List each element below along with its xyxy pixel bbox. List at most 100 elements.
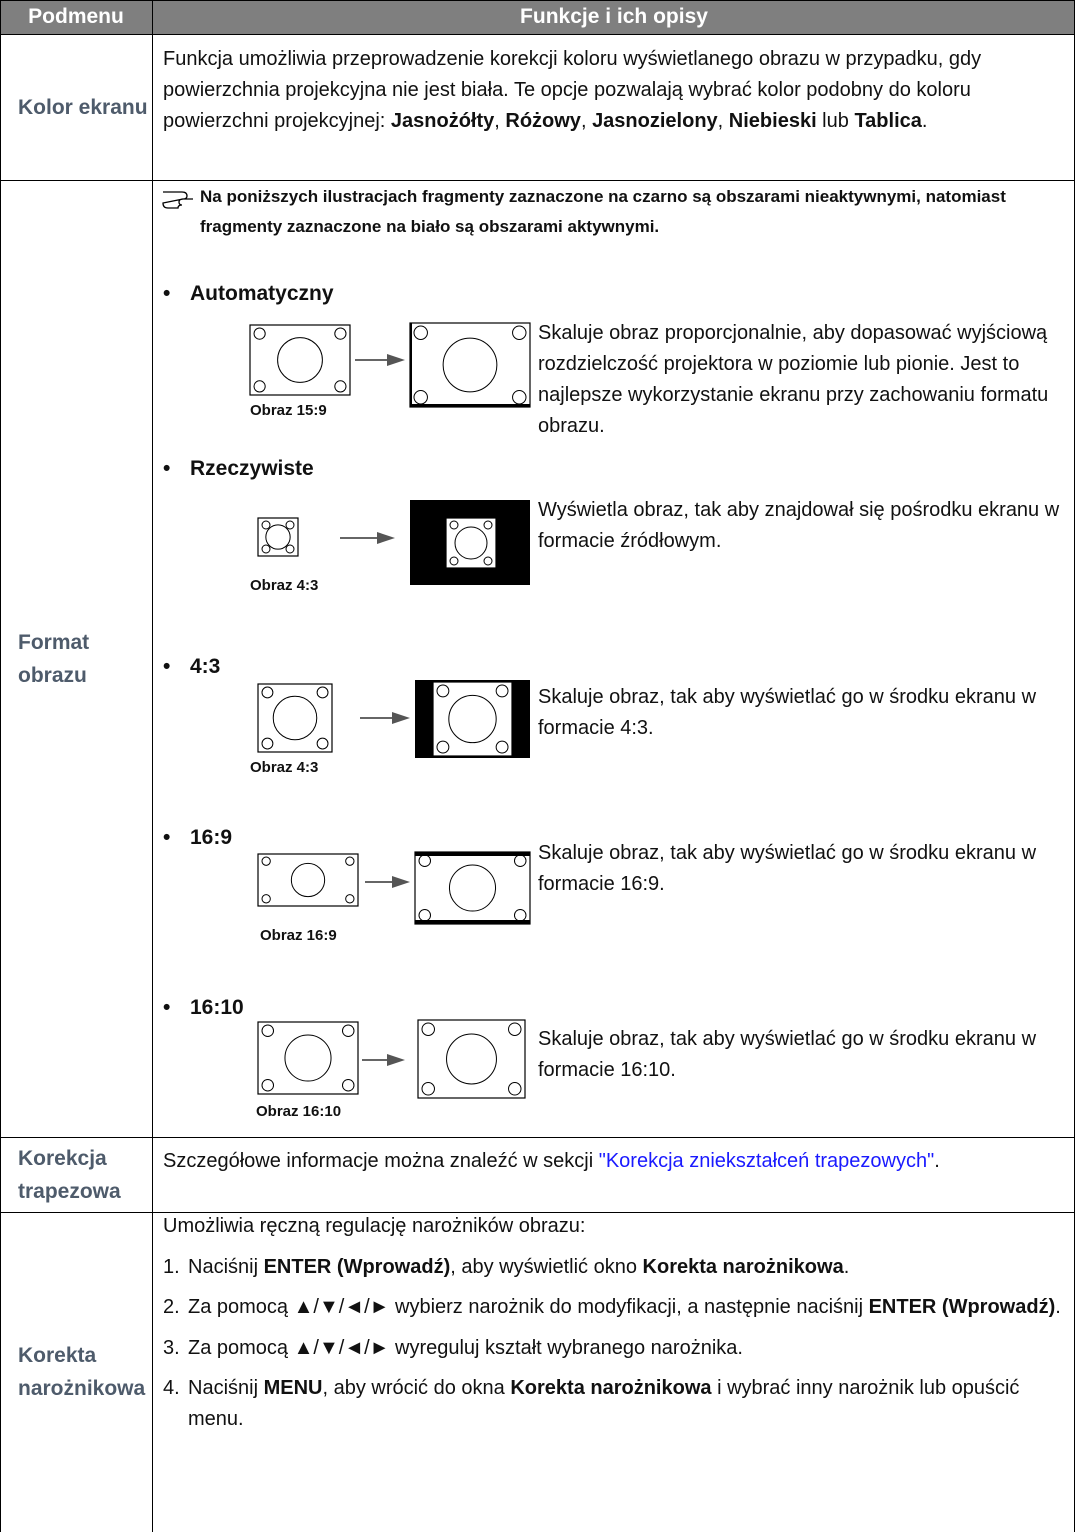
illustration-part	[257, 1021, 359, 1095]
bold-text: Różowy	[505, 110, 581, 132]
bold-text: ENTER (Wprowadź)	[868, 1296, 1056, 1318]
item-heading: 16:9	[190, 826, 233, 849]
illustration-part	[261, 686, 274, 699]
border	[0, 1137, 1075, 1138]
illustration-part	[257, 517, 299, 557]
illustration-part	[436, 684, 450, 698]
step: 2. Za pomocą ▲/▼/◄/► wybierz narożnik do …	[163, 1292, 1063, 1323]
text: , aby wrócić do okna	[322, 1377, 511, 1399]
illustration-part	[448, 694, 497, 744]
illustration-part	[421, 1022, 435, 1036]
illustration-part	[449, 556, 459, 566]
text: ,	[580, 110, 593, 132]
bold-text: Korekta narożnikowa	[642, 1255, 844, 1278]
text: Naciśnij	[188, 1255, 264, 1278]
illustration-part	[261, 737, 274, 750]
bold-text: Niebieski	[728, 110, 817, 132]
note-icon	[162, 191, 193, 209]
step-number: 4.	[163, 1377, 180, 1399]
illustration-part	[417, 1019, 526, 1099]
item-heading: Rzeczywiste	[190, 457, 314, 480]
text: .	[843, 1255, 850, 1278]
border	[0, 34, 1075, 35]
bold-text: Jasnozielony	[592, 110, 718, 132]
illustration-part	[409, 322, 531, 408]
illustration-part	[261, 544, 271, 554]
illustration-part	[257, 683, 333, 753]
description: Umożliwia ręczną regulację narożników ob…	[163, 1211, 1063, 1435]
illustration-part	[415, 920, 530, 924]
illustration-part	[253, 380, 266, 393]
link[interactable]: "Korekcja zniekształceń trapezowych"	[598, 1150, 935, 1172]
item-caption: Obraz 16:9	[260, 927, 337, 944]
step-number: 2.	[163, 1296, 180, 1318]
step-text: Naciśnij ENTER (Wprowadź), aby wyświetli…	[188, 1252, 849, 1283]
illustration-part	[249, 324, 351, 396]
illustration-part	[508, 1082, 522, 1096]
bullet: •	[163, 655, 171, 678]
illustration-part	[483, 556, 493, 566]
illustration-part	[285, 520, 295, 530]
text: .	[934, 1150, 940, 1172]
illustration-part	[253, 327, 266, 340]
illustration-part	[290, 862, 326, 898]
step: 3. Za pomocą ▲/▼/◄/► wyreguluj kształt wy…	[163, 1333, 1063, 1364]
illustration-part	[414, 851, 531, 925]
item-heading: 4:3	[190, 655, 221, 678]
submenu: Format obrazu	[18, 630, 90, 687]
illustration-part	[261, 894, 271, 904]
illustration-part	[512, 325, 527, 340]
illustration-part	[415, 852, 530, 856]
illustration-part	[436, 740, 450, 754]
text: Za pomocą ▲/▼/◄/► wybierz narożnik do mo…	[188, 1296, 869, 1318]
text: Naciśnij	[188, 1377, 264, 1399]
text: lub	[816, 110, 855, 132]
illustration-part	[261, 520, 271, 530]
illustration-part	[448, 864, 497, 912]
step-number: 3.	[163, 1336, 180, 1359]
item-caption: Obraz 15:9	[250, 402, 327, 419]
illustration-part	[449, 520, 459, 530]
illustration-part	[387, 354, 405, 366]
illustration-part	[341, 1078, 355, 1092]
illustration-part	[392, 876, 410, 888]
step-text: Naciśnij MENU, aby wrócić do okna Korekt…	[188, 1373, 1063, 1435]
step-text: Za pomocą ▲/▼/◄/► wyreguluj kształt wybr…	[188, 1333, 743, 1364]
illustration-part	[257, 853, 359, 907]
illustration-part	[341, 1024, 355, 1038]
illustration-part	[334, 380, 347, 393]
item-description: Skaluje obraz, tak aby wyświetlać go w ś…	[538, 686, 1037, 739]
item-caption: Obraz 4:3	[250, 759, 319, 776]
item-description: Skaluje obraz, tak aby wyświetlać go w ś…	[538, 842, 1037, 895]
description: Funkcja umożliwia przeprowadzenie korekc…	[163, 44, 1063, 137]
bold-text: Korekta narożnikowa	[510, 1377, 712, 1399]
illustration-part	[446, 1033, 497, 1085]
illustration-part	[316, 737, 329, 750]
description: Szczegółowe informacje można znaleźć w s…	[163, 1146, 1063, 1177]
bullet: •	[163, 282, 171, 305]
step-number: 1.	[163, 1255, 180, 1278]
item-caption: Obraz 4:3	[250, 577, 319, 594]
item-caption: Obraz 16:10	[256, 1103, 342, 1120]
illustration-part	[421, 1082, 435, 1096]
illustration-part	[410, 404, 530, 407]
text: i wybrać inny narożnik lub opuścić menu.	[188, 1377, 1020, 1430]
illustration-part	[377, 532, 395, 544]
illustration-part	[285, 544, 295, 554]
bold-text: Tablica	[854, 110, 922, 132]
illustration-part	[261, 1024, 275, 1038]
text: Szczegółowe informacje można znaleźć w s…	[163, 1150, 599, 1172]
illustration-part	[442, 337, 498, 393]
illustration-part	[445, 517, 497, 569]
step: 1. Naciśnij ENTER (Wprowadź), aby wyświet…	[163, 1252, 1063, 1283]
text: .	[1055, 1296, 1061, 1318]
border	[0, 180, 1075, 181]
illustration-part	[495, 740, 509, 754]
submenu: Kolor ekranu	[18, 95, 148, 119]
bullet: •	[163, 826, 171, 849]
text: Funkcja umożliwia przeprowadzenie korekc…	[163, 48, 982, 132]
illustration-part	[495, 684, 509, 698]
note: Na poniższych ilustracjach fragmenty zaz…	[200, 187, 1006, 236]
